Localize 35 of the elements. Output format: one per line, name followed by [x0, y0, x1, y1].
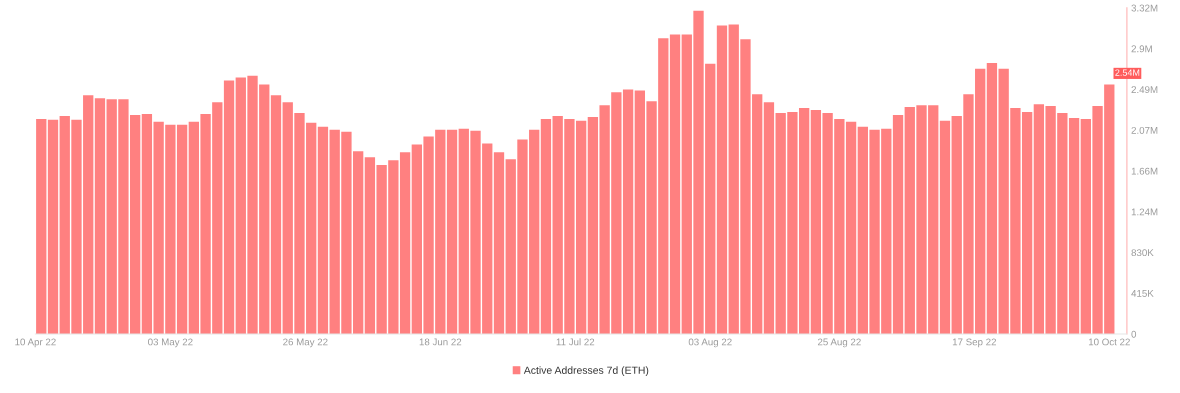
annotation: 2.54M — [1115, 69, 1140, 76]
y-tick-label: 3.32M — [1131, 4, 1158, 12]
y-tick-label: 2.07M — [1131, 126, 1158, 134]
y-tick-label: 2.49M — [1131, 86, 1158, 94]
x-tick-label: 10 Apr 22 — [15, 338, 56, 348]
x-tick-label: 17 Sep 22 — [952, 338, 996, 348]
y-tick-label: 1.66M — [1131, 167, 1158, 175]
bar — [47, 119, 59, 335]
y-tick-label: 830K — [1131, 249, 1154, 257]
bar — [716, 25, 728, 335]
y-tick-label: 1.24M — [1131, 208, 1158, 216]
bar — [36, 118, 47, 335]
x-tick-label: 26 May 22 — [283, 338, 328, 348]
legend-label: Active Addresses 7d (ETH) — [523, 366, 649, 376]
bar — [986, 62, 998, 335]
x-tick-label: 11 Jul 22 — [556, 338, 595, 346]
bar — [223, 80, 235, 335]
bar — [939, 120, 951, 335]
bar — [540, 118, 552, 335]
x-tick-label: 25 Aug 22 — [817, 338, 861, 348]
bar — [270, 95, 282, 335]
y-tick-label: 0 — [1131, 330, 1137, 338]
bar — [446, 129, 458, 335]
bar — [317, 126, 329, 335]
x-tick-label: 03 Aug 22 — [688, 338, 732, 348]
x-tick-label: 18 Jun 22 — [419, 338, 462, 346]
bar — [892, 114, 904, 335]
x-tick-label: 10 Oct 22 — [1088, 338, 1130, 346]
bar — [94, 98, 106, 335]
y-tick-label: 2.9M — [1131, 45, 1152, 53]
bar — [493, 152, 505, 335]
bar — [669, 34, 681, 335]
x-tick-label: 03 May 22 — [148, 338, 193, 348]
y-tick-label: 415K — [1131, 290, 1154, 297]
bar — [763, 102, 775, 335]
